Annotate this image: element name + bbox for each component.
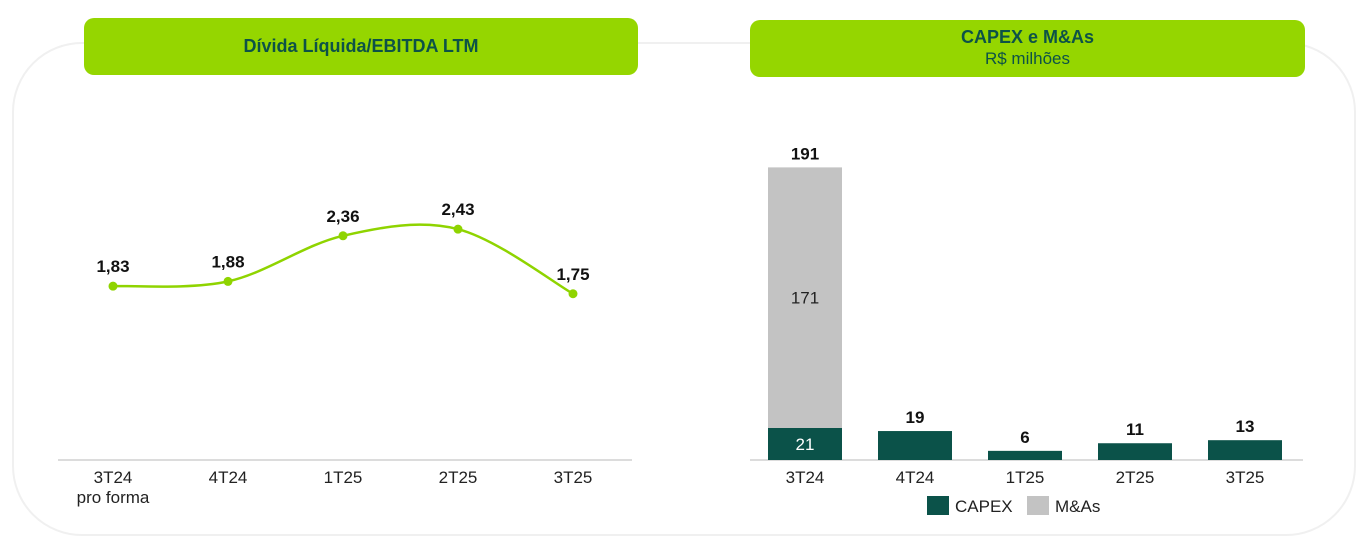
line-chart-title: Dívida Líquida/EBITDA LTM — [84, 18, 638, 75]
bar-chart-subtitle: R$ milhões — [984, 49, 1071, 68]
line-point — [453, 224, 463, 234]
bar-total-label: 11 — [1126, 420, 1144, 439]
bar-total-label: 13 — [1236, 417, 1255, 436]
legend-mna-label: M&As — [1055, 497, 1100, 516]
capex-bar-label: 21 — [796, 435, 815, 454]
line-point — [108, 281, 118, 291]
bar-chart-title: CAPEX e M&As R$ milhões — [750, 20, 1305, 77]
line-data-label: 1,75 — [556, 265, 589, 284]
legend-capex-swatch — [927, 496, 949, 515]
line-x-subtick: pro forma — [77, 488, 150, 507]
line-x-tick: 3T24 — [94, 468, 133, 487]
bar-total-label: 191 — [791, 144, 819, 163]
line-point — [568, 289, 578, 299]
line-x-tick: 3T25 — [554, 468, 593, 487]
bar-x-tick: 3T25 — [1226, 468, 1265, 487]
legend-capex-label: CAPEX — [955, 497, 1013, 516]
bar-x-tick: 4T24 — [896, 468, 935, 487]
line-data-label: 1,88 — [211, 252, 244, 271]
line-x-tick: 2T25 — [439, 468, 478, 487]
bar-x-tick: 1T25 — [1006, 468, 1045, 487]
chart-card — [12, 42, 1356, 536]
bar-chart-title-text: CAPEX e M&As — [960, 27, 1095, 47]
legend-mna-swatch — [1027, 496, 1049, 515]
line-point — [338, 231, 348, 241]
bar-total-label: 19 — [906, 408, 925, 427]
capex-bar — [988, 450, 1062, 460]
line-data-label: 1,83 — [96, 257, 129, 276]
line-x-tick: 4T24 — [209, 468, 248, 487]
bar-x-tick: 3T24 — [786, 468, 825, 487]
line-data-label: 2,36 — [326, 207, 359, 226]
mna-bar-label: 171 — [791, 289, 819, 308]
capex-bar — [768, 427, 842, 460]
line-data-label: 2,43 — [441, 200, 474, 219]
capex-bar — [1098, 443, 1172, 460]
capex-bar — [1208, 440, 1282, 460]
mna-bar — [768, 167, 842, 428]
bar-total-label: 6 — [1020, 428, 1029, 447]
line-x-tick: 1T25 — [324, 468, 363, 487]
bar-x-tick: 2T25 — [1116, 468, 1155, 487]
capex-bar — [878, 431, 952, 460]
line-point — [223, 276, 233, 286]
